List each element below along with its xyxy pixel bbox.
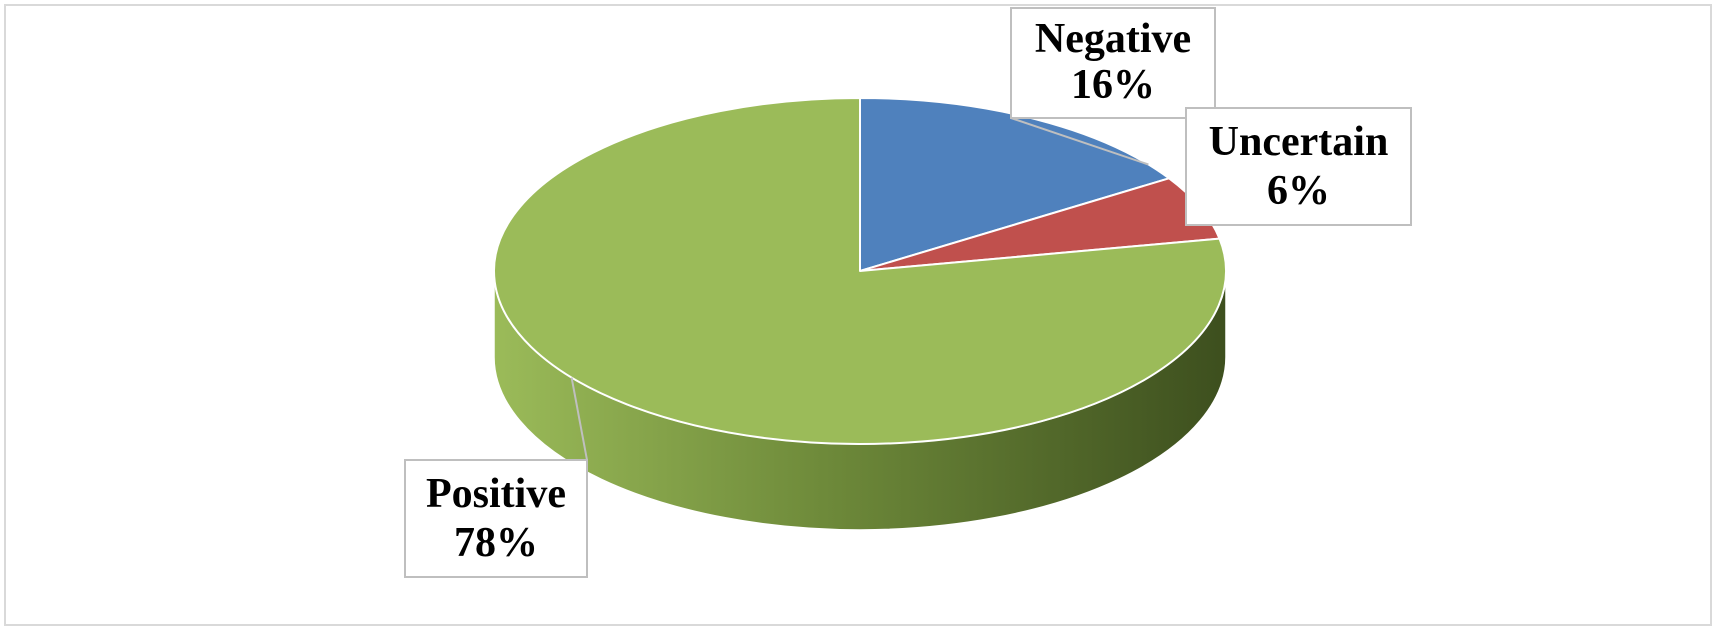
data-label-value-positive: 78% bbox=[454, 520, 538, 566]
data-label-box-uncertain bbox=[1185, 107, 1412, 226]
callout-line-negative bbox=[1010, 117, 1149, 166]
data-label-box-negative bbox=[1010, 7, 1216, 119]
data-label-box-positive bbox=[404, 459, 588, 578]
data-label-category-negative: Negative bbox=[1035, 16, 1191, 62]
data-label-value-uncertain: 6% bbox=[1267, 168, 1330, 214]
data-label-category-uncertain: Uncertain bbox=[1209, 119, 1389, 165]
data-label-value-negative: 16% bbox=[1071, 62, 1155, 108]
callout-line-positive bbox=[570, 377, 588, 461]
pie-slice-positive bbox=[493, 97, 1227, 445]
data-label-category-positive: Positive bbox=[426, 471, 566, 517]
pie-top-layer bbox=[493, 97, 1227, 445]
